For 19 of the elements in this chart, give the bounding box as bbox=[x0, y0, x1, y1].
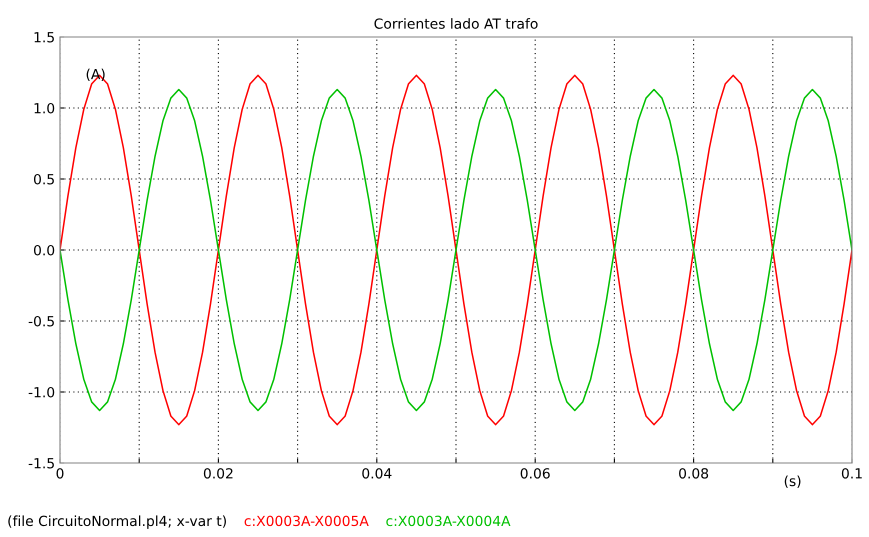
y-tick-label: 1.5 bbox=[34, 32, 54, 42]
x-tick-label: 0.06 bbox=[520, 468, 550, 479]
y-tick-label: 0.5 bbox=[34, 174, 54, 184]
x-tick-label: 0 bbox=[56, 468, 64, 479]
y-axis-title: (A) bbox=[86, 68, 105, 82]
x-axis-title: (s) bbox=[784, 475, 800, 488]
y-tick-label: -1.0 bbox=[28, 386, 54, 398]
x-tick-label: 0.1 bbox=[842, 468, 862, 479]
x-tick-label: 0.04 bbox=[362, 468, 392, 479]
y-tick-label: -1.5 bbox=[28, 458, 54, 468]
chart-title: Corrientes lado AT trafo bbox=[374, 18, 538, 29]
x-tick-label: 0.08 bbox=[679, 468, 708, 479]
y-tick-label: 1.0 bbox=[34, 102, 54, 114]
x-tick-label: 0.02 bbox=[204, 468, 232, 479]
text: (file CircuitoNormal.pl4; x-var t) bbox=[8, 515, 226, 529]
y-tick-label: -0.5 bbox=[28, 316, 54, 326]
y-tick-label: 0.0 bbox=[34, 244, 54, 256]
text: c:X0003A-X0004A bbox=[386, 516, 510, 526]
text: c:X0003A-X0005A bbox=[244, 516, 369, 526]
